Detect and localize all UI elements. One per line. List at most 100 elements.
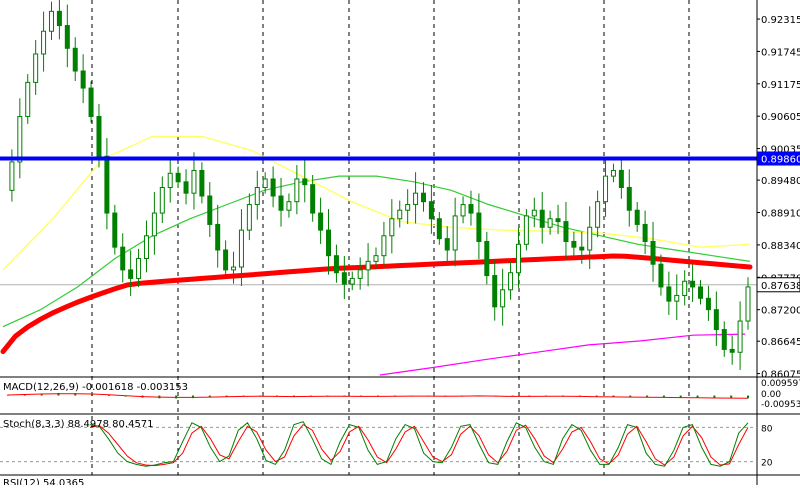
- candle-body: [56, 10, 62, 27]
- candle-body: [151, 212, 157, 237]
- candle: [112, 204, 118, 255]
- candle-body: [745, 286, 751, 322]
- candle: [191, 152, 197, 210]
- candle-body: [246, 204, 252, 231]
- candle-body: [397, 209, 403, 220]
- candle: [207, 182, 213, 237]
- candle: [56, 0, 62, 40]
- macd-histogram-bar: [713, 395, 716, 398]
- candle-body: [25, 81, 31, 117]
- candle-body: [603, 175, 609, 203]
- candle: [262, 172, 268, 194]
- candle: [626, 169, 632, 227]
- candle-body: [349, 277, 355, 285]
- level-price-tag-label: 0.89860: [761, 155, 800, 166]
- candle-body: [326, 229, 332, 257]
- macd-histogram-bar: [74, 393, 77, 396]
- candle-body: [539, 209, 545, 228]
- current-price-tag-label: 0.87638: [761, 281, 800, 292]
- candle-body: [682, 280, 688, 296]
- macd-tick-label: 0.00: [761, 390, 781, 400]
- candle: [650, 221, 656, 282]
- candle-body: [365, 260, 371, 271]
- candle: [294, 165, 300, 215]
- candle: [215, 204, 221, 268]
- candle-body: [167, 172, 173, 189]
- candle-body: [191, 169, 197, 194]
- candle-body: [254, 187, 260, 206]
- candle-body: [373, 255, 379, 262]
- candle-body: [492, 275, 498, 308]
- candle-body: [405, 204, 411, 211]
- candle-body: [318, 212, 324, 231]
- candle: [302, 159, 308, 203]
- candle: [745, 277, 751, 330]
- candle: [420, 182, 426, 212]
- candle: [508, 261, 514, 300]
- candle: [88, 81, 94, 123]
- stoch-tick-label: 20: [761, 459, 773, 469]
- candle-body: [713, 309, 719, 331]
- candle: [563, 201, 569, 260]
- candle: [254, 170, 260, 220]
- candle-body: [238, 229, 244, 268]
- candle-body: [286, 201, 292, 211]
- candle-body: [595, 201, 601, 228]
- candle: [223, 240, 229, 279]
- candle: [413, 172, 419, 224]
- candle: [737, 301, 743, 370]
- candle-body: [642, 223, 648, 242]
- candle-body: [381, 235, 387, 257]
- macd-tick-label: -0.009538: [761, 400, 800, 410]
- candle-body: [80, 70, 86, 89]
- candle-body: [357, 269, 363, 279]
- candle-body: [199, 169, 205, 197]
- candle: [729, 335, 735, 365]
- candle: [33, 40, 39, 95]
- candle-body: [484, 240, 490, 277]
- candle: [41, 11, 47, 72]
- candle: [571, 231, 577, 256]
- candle: [104, 138, 110, 230]
- candle-body: [579, 246, 585, 251]
- candle-body: [626, 187, 632, 211]
- candle: [349, 271, 355, 291]
- rsi-panel: RSI(12) 54.0365: [3, 478, 84, 489]
- macd-histogram-bar: [208, 395, 211, 398]
- candle: [579, 231, 585, 264]
- ma-yellow-line: [2, 135, 751, 271]
- candle-body: [658, 263, 664, 288]
- price-tick-label: 0.86075: [761, 370, 800, 381]
- macd-panel: MACD(12,26,9) -0.001618 -0.003153 0.00959…: [3, 379, 800, 410]
- candle-body: [48, 10, 54, 32]
- price-tick-label: 0.88340: [761, 241, 800, 252]
- candle-body: [547, 218, 553, 228]
- candle-body: [452, 215, 458, 251]
- candle: [634, 201, 640, 232]
- candle: [492, 260, 498, 321]
- candle: [610, 163, 616, 183]
- candle: [642, 210, 648, 255]
- candle-body: [666, 286, 672, 302]
- candle: [333, 244, 339, 283]
- candle: [357, 257, 363, 290]
- candle: [341, 255, 347, 300]
- candle: [231, 251, 237, 284]
- candle-body: [207, 195, 213, 225]
- candle-body: [96, 115, 102, 157]
- ma-green-line: [2, 175, 751, 328]
- candle: [128, 250, 134, 297]
- candle-body: [729, 348, 735, 353]
- candle: [484, 231, 490, 285]
- candle: [278, 177, 284, 227]
- candle-body: [476, 212, 482, 242]
- candle: [373, 247, 379, 269]
- macd-histogram-bar: [696, 395, 699, 398]
- candle: [705, 285, 711, 321]
- stochastic-panel: Stoch(8,3,3) 88.4978 80.4571 80 20: [0, 419, 773, 469]
- candle: [48, 1, 54, 40]
- candle: [397, 200, 403, 228]
- candle-body: [112, 212, 118, 248]
- candle-body: [555, 218, 561, 223]
- candle: [595, 190, 601, 238]
